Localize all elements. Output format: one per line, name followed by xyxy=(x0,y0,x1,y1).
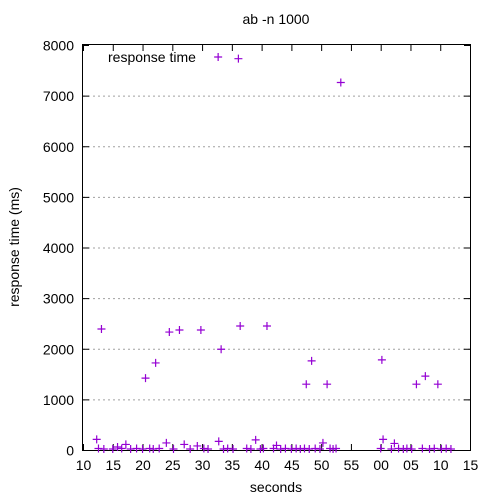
data-point xyxy=(186,444,195,453)
y-tick-labels: 0 1000 2000 3000 4000 5000 6000 7000 8000 xyxy=(43,38,74,459)
data-point xyxy=(430,444,439,453)
data-point xyxy=(307,356,316,365)
data-point xyxy=(418,444,427,453)
legend: response time xyxy=(108,49,223,65)
legend-marker xyxy=(214,53,223,61)
data-point xyxy=(421,372,430,381)
x-tick-label: 15 xyxy=(105,457,121,473)
data-point xyxy=(251,435,260,444)
x-tick-label: 50 xyxy=(314,457,330,473)
x-tick-label: 40 xyxy=(254,457,270,473)
axis-ticks xyxy=(83,45,471,451)
x-tick-label: 25 xyxy=(165,457,181,473)
data-point xyxy=(193,441,202,450)
x-tick-label: 30 xyxy=(195,457,211,473)
chart-title: ab -n 1000 xyxy=(243,11,310,27)
x-tick-label: 20 xyxy=(135,457,151,473)
data-point xyxy=(246,444,255,453)
legend-label: response time xyxy=(108,49,196,65)
data-point xyxy=(99,444,108,453)
y-tick-label: 7000 xyxy=(43,88,74,104)
y-tick-label: 5000 xyxy=(43,189,74,205)
data-point xyxy=(196,326,205,335)
data-point xyxy=(165,328,174,337)
data-point xyxy=(151,358,160,367)
x-tick-label: 35 xyxy=(225,457,241,473)
y-tick-label: 1000 xyxy=(43,392,74,408)
data-point xyxy=(315,444,324,453)
data-point xyxy=(318,438,327,447)
data-point xyxy=(97,325,106,334)
legend-marker-plus xyxy=(214,53,223,61)
y-tick-label: 3000 xyxy=(43,291,74,307)
data-point xyxy=(155,444,164,453)
grid-lines xyxy=(83,95,470,401)
x-tick-label: 15 xyxy=(463,457,479,473)
data-point xyxy=(217,345,226,354)
data-point xyxy=(412,380,421,389)
x-tick-label: 10 xyxy=(433,457,449,473)
data-point xyxy=(323,380,332,389)
data-point xyxy=(302,380,311,389)
data-point xyxy=(433,380,442,389)
data-point xyxy=(272,441,281,450)
plot-frame xyxy=(82,44,471,451)
data-point xyxy=(138,444,147,453)
data-point xyxy=(336,78,345,87)
data-point xyxy=(117,444,126,453)
data-point xyxy=(332,444,341,453)
x-tick-labels: 10 15 20 25 30 35 40 45 50 55 00 05 10 15 xyxy=(76,457,479,473)
data-point xyxy=(169,444,178,453)
data-point xyxy=(180,440,189,449)
data-point xyxy=(92,435,101,444)
data-point xyxy=(121,440,130,449)
y-axis-label: response time (ms) xyxy=(6,187,22,307)
data-point xyxy=(236,321,245,330)
y-tick-label: 0 xyxy=(66,443,74,459)
x-tick-label: 55 xyxy=(344,457,360,473)
y-tick-label: 2000 xyxy=(43,341,74,357)
data-point xyxy=(229,444,238,453)
data-point xyxy=(259,444,268,453)
data-point xyxy=(162,438,171,447)
data-point xyxy=(141,374,150,383)
data-point xyxy=(376,444,385,453)
data-point xyxy=(113,442,122,451)
data-point xyxy=(204,444,213,453)
data-point xyxy=(379,435,388,444)
data-point xyxy=(390,439,399,448)
x-tick-label: 05 xyxy=(403,457,419,473)
data-point xyxy=(387,444,396,453)
data-point xyxy=(214,437,223,446)
data-point xyxy=(234,54,243,63)
y-tick-label: 4000 xyxy=(43,240,74,256)
data-point xyxy=(407,444,416,453)
data-point xyxy=(262,321,271,330)
data-point xyxy=(446,444,455,453)
data-point xyxy=(377,355,386,364)
x-tick-label: 00 xyxy=(373,457,389,473)
y-tick-label: 6000 xyxy=(43,139,74,155)
x-tick-label: 10 xyxy=(76,457,92,473)
data-point xyxy=(108,444,117,453)
data-point xyxy=(175,326,184,335)
x-tick-label: 45 xyxy=(284,457,300,473)
y-tick-label: 8000 xyxy=(43,38,74,54)
x-axis-label: seconds xyxy=(250,479,302,495)
data-points xyxy=(92,54,455,453)
